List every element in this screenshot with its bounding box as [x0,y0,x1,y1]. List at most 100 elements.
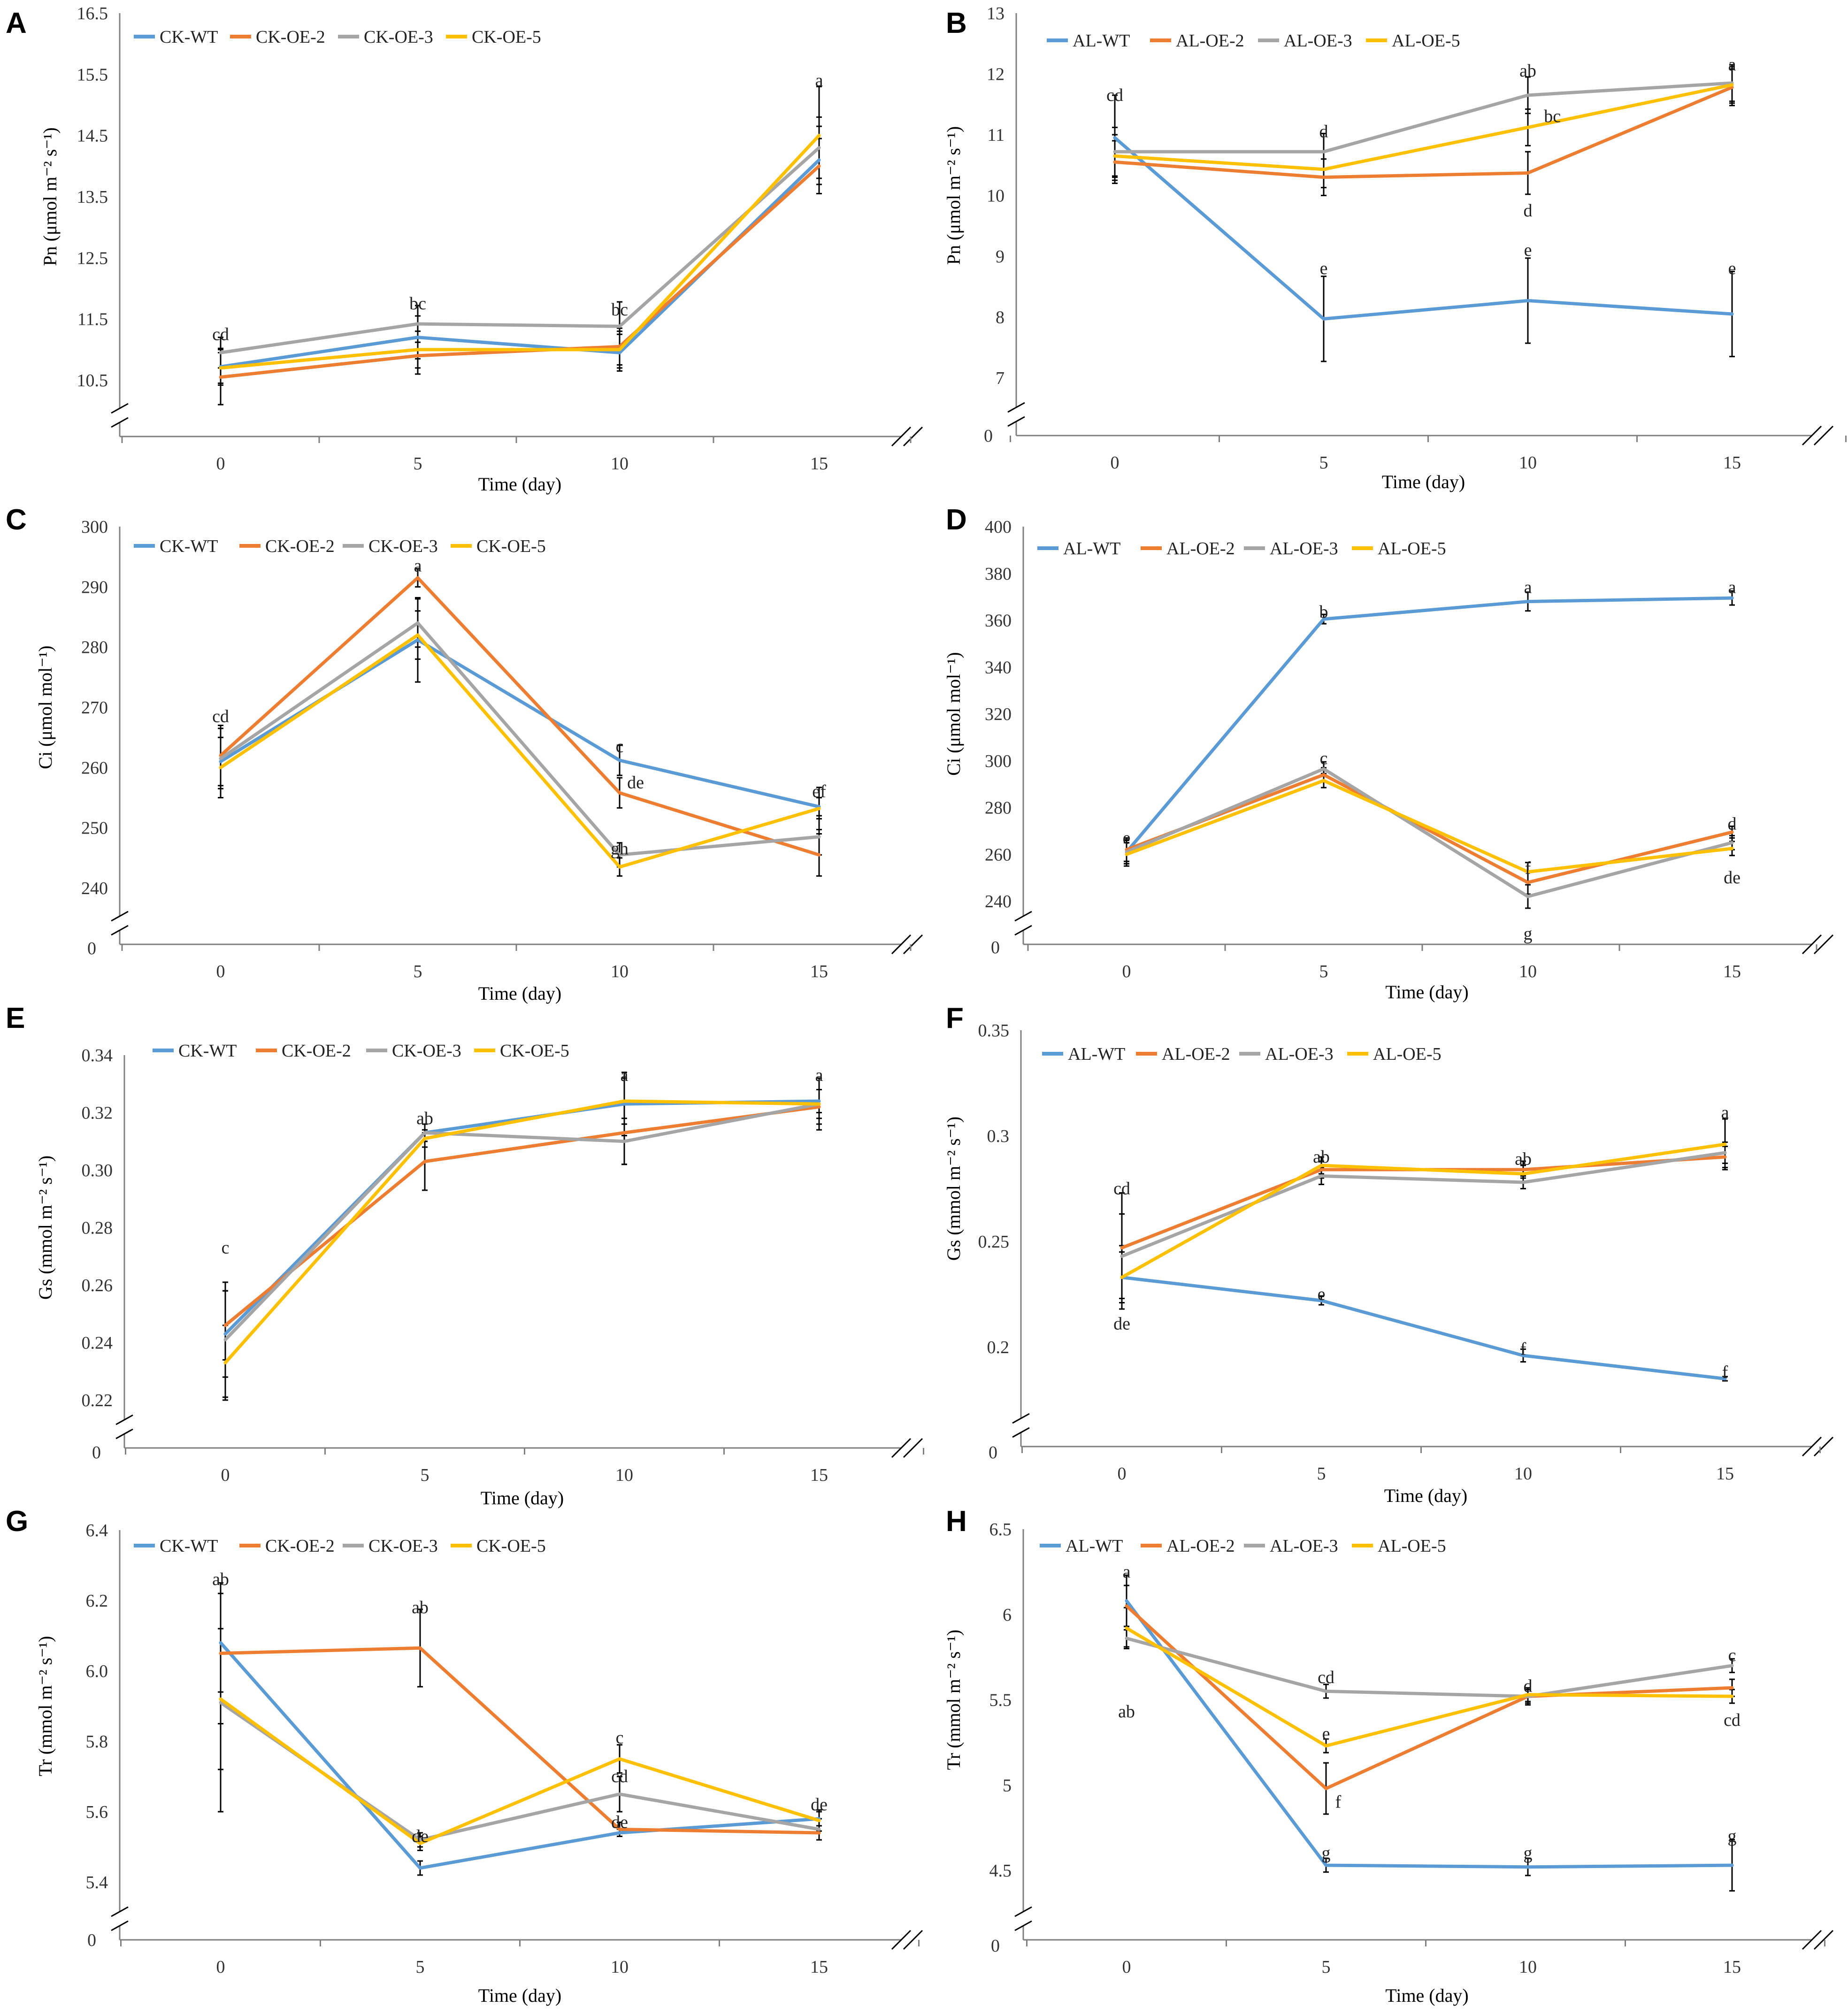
significance-label: cd [1113,1179,1130,1199]
y-tick-label: 360 [985,611,1012,631]
x-tick-label: 0 [221,1465,230,1485]
data-point-oe-3 [1730,1664,1734,1668]
data-point-oe-2 [1322,773,1326,777]
y-tick-label: 0.25 [978,1232,1010,1252]
x-tick-label: 0 [1118,1464,1127,1484]
x-tick-label: 5 [421,1465,429,1485]
series-line-wt [220,159,820,368]
y-tick-label: 10.5 [77,371,108,391]
data-point-wt [418,1866,422,1870]
legend-label: CK-OE-5 [500,1041,569,1061]
significance-label: cd [212,706,229,726]
legend-label: CK-OE-5 [472,27,541,47]
data-point-wt [1322,317,1326,321]
y-tick-label: 0.28 [82,1218,113,1238]
data-point-oe-3 [416,621,420,625]
x-tick-label: 15 [1723,962,1741,981]
data-point-oe-3 [219,351,222,354]
series-line-oe-2 [219,576,820,857]
significance-label: e [1728,259,1736,278]
significance-label: de [1724,868,1741,888]
data-point-wt [1319,1299,1323,1302]
y-tick-label-zero: 0 [87,939,96,958]
significance-label: de [611,1813,628,1832]
series-line-oe-5 [219,1698,820,1845]
data-point-oe-2 [817,853,821,857]
y-tick-label: 380 [985,564,1012,584]
data-point-oe-5 [219,766,222,769]
data-point-oe-2 [1526,171,1530,175]
y-tick-label: 12.5 [77,248,108,268]
y-tick-label: 0.3 [987,1126,1010,1146]
data-point-oe-3 [1730,841,1734,844]
data-point-wt [1113,136,1117,139]
y-tick-label: 4.5 [989,1861,1012,1881]
x-tick-label: 10 [615,1465,633,1485]
data-point-oe-2 [1730,830,1734,834]
significance-label: ab [212,1570,229,1589]
x-tick-label: 10 [1519,1957,1537,1977]
x-axis-break-mark [903,1930,923,1950]
y-tick-label: 9 [996,247,1005,267]
series-line-oe-3 [220,1701,820,1842]
legend-label: CK-WT [160,1536,218,1556]
data-point-oe-5 [416,348,420,352]
x-tick-label: 15 [1723,453,1741,473]
series-line-oe-5 [1121,1142,1725,1279]
series-line-oe-5 [220,134,820,370]
data-point-oe-2 [416,576,420,580]
data-point-oe-5 [817,1819,821,1823]
legend-label: CK-OE-3 [364,27,433,47]
legend-label: AL-OE-3 [1270,539,1338,559]
legend-label: CK-WT [178,1041,237,1061]
x-tick-label: 0 [1122,1957,1131,1977]
panel-letter: A [6,7,27,39]
y-tick-label-zero: 0 [87,1930,96,1950]
data-point-oe-3 [618,324,621,328]
y-tick-label: 0.35 [978,1021,1010,1041]
y-axis-title: Ci (μmol mol⁻¹) [943,652,964,775]
data-point-oe-5 [1319,1164,1323,1167]
series-line-oe-3 [1115,81,1733,153]
data-point-oe-3 [1723,1151,1727,1155]
data-point-oe-3 [1113,150,1117,153]
y-tick-label: 6 [1003,1605,1012,1625]
data-point-oe-2 [219,1652,222,1655]
y-tick-label-zero: 0 [984,426,993,446]
data-point-oe-5 [219,366,222,370]
data-point-wt [1526,600,1530,604]
y-axis-break-mark [1012,1427,1030,1438]
significance-label: g [1524,1844,1533,1863]
legend-label: CK-WT [160,536,218,556]
chart-panel-d: D 240 260 280 300 320 340 360 380 400 0 0 5 10 15 Time … [943,504,1834,1003]
y-tick-label: 0.26 [82,1276,113,1295]
data-point-wt [817,1099,821,1103]
data-point-oe-5 [1723,1142,1727,1146]
y-tick-label: 13 [987,4,1005,23]
data-point-oe-2 [1319,1168,1323,1172]
y-tick-label-zero: 0 [989,1443,997,1463]
legend-label: AL-OE-2 [1162,1044,1230,1064]
panel-letter: H [946,1505,967,1538]
series-line-oe-5 [220,633,820,869]
legend-label: CK-OE-3 [368,536,438,556]
data-point-wt [1125,1599,1128,1603]
y-tick-label: 260 [985,845,1012,865]
data-point-oe-3 [1322,767,1326,771]
y-axis-break-mark [111,1920,129,1931]
data-point-oe-3 [1521,1180,1525,1184]
data-point-oe-3 [1526,895,1530,898]
x-axis-title: Time (day) [478,983,561,1004]
x-tick-label: 15 [1723,1957,1741,1977]
legend-label: AL-OE-2 [1176,31,1244,51]
data-point-oe-5 [223,1361,227,1364]
significance-label: cd [1318,1668,1334,1687]
significance-label: de [412,1827,429,1846]
data-point-oe-2 [1125,1604,1128,1608]
y-tick-label: 0.2 [987,1338,1010,1357]
legend-label: AL-OE-5 [1378,539,1446,559]
y-tick-label: 240 [985,892,1012,911]
x-tick-label: 0 [216,454,225,474]
data-point-oe-3 [219,1701,222,1704]
y-tick-label: 0.24 [82,1333,113,1353]
